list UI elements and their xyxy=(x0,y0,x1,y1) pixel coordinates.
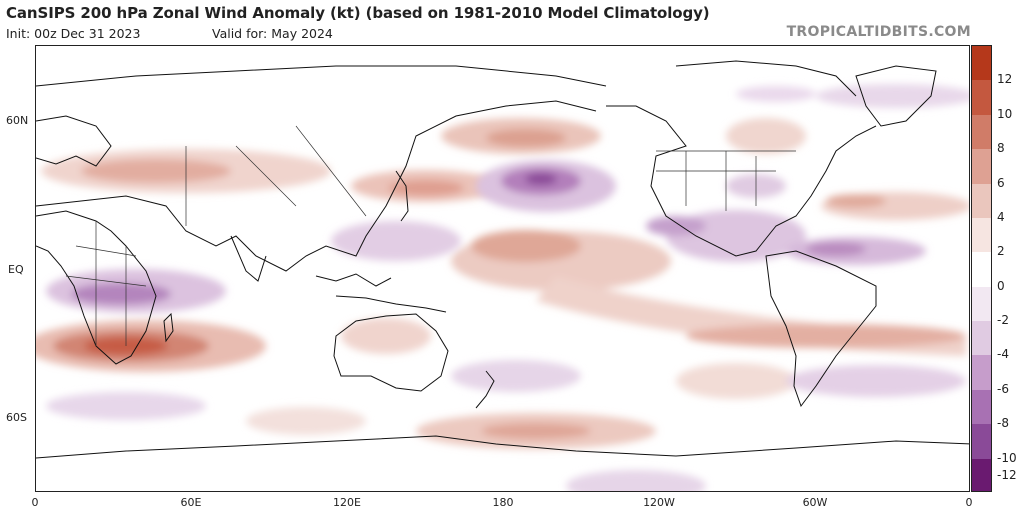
colorbar-label: 10 xyxy=(997,106,1013,121)
lat-label-60s: 60S xyxy=(6,411,27,424)
colorbar xyxy=(971,45,992,492)
valid-time: Valid for: May 2024 xyxy=(212,26,333,41)
colorbar-label: 0 xyxy=(997,278,1005,293)
colorbar-label: -12 xyxy=(997,467,1017,482)
init-time: Init: 00z Dec 31 2023 xyxy=(6,26,141,41)
colorbar-swatch xyxy=(972,149,991,184)
colorbar-label: -2 xyxy=(997,313,1009,328)
colorbar-swatch xyxy=(972,286,991,321)
lon-label-0-east: 0 xyxy=(965,496,973,509)
colorbar-swatch xyxy=(972,80,991,115)
map-canvas xyxy=(36,46,969,491)
map-title: CanSIPS 200 hPa Zonal Wind Anomaly (kt) … xyxy=(6,4,710,22)
colorbar-label: 4 xyxy=(997,209,1005,224)
colorbar-label: 2 xyxy=(997,244,1005,259)
anomaly-map xyxy=(35,45,970,492)
lon-label-60e: 60E xyxy=(180,496,202,509)
colorbar-label: -8 xyxy=(997,416,1009,431)
colorbar-label: 12 xyxy=(997,72,1013,87)
lon-label-180: 180 xyxy=(492,496,514,509)
colorbar-label: -4 xyxy=(997,347,1009,362)
colorbar-swatch xyxy=(972,114,991,150)
lat-label-eq: EQ xyxy=(8,263,24,276)
lon-label-60w: 60W xyxy=(802,496,828,509)
colorbar-swatch xyxy=(972,46,991,81)
colorbar-swatch xyxy=(972,424,991,459)
lon-label-120w: 120W xyxy=(643,496,675,509)
colorbar-swatch xyxy=(972,217,991,253)
colorbar-label: -10 xyxy=(997,450,1017,465)
lon-label-120e: 120E xyxy=(333,496,361,509)
lon-label-0: 0 xyxy=(31,496,39,509)
colorbar-swatch xyxy=(972,252,991,287)
colorbar-swatch xyxy=(972,183,991,218)
colorbar-label: 8 xyxy=(997,141,1005,156)
coastlines xyxy=(36,60,969,459)
colorbar-swatch xyxy=(972,458,991,491)
colorbar-swatch xyxy=(972,389,991,425)
colorbar-swatch xyxy=(972,355,991,390)
positive-anomaly-shading xyxy=(36,118,969,449)
lat-label-60n: 60N xyxy=(6,114,29,127)
brand-watermark: TROPICALTIDBITS.COM xyxy=(786,24,971,40)
colorbar-label: -6 xyxy=(997,381,1009,396)
colorbar-label: 6 xyxy=(997,175,1005,190)
colorbar-swatch xyxy=(972,321,991,356)
